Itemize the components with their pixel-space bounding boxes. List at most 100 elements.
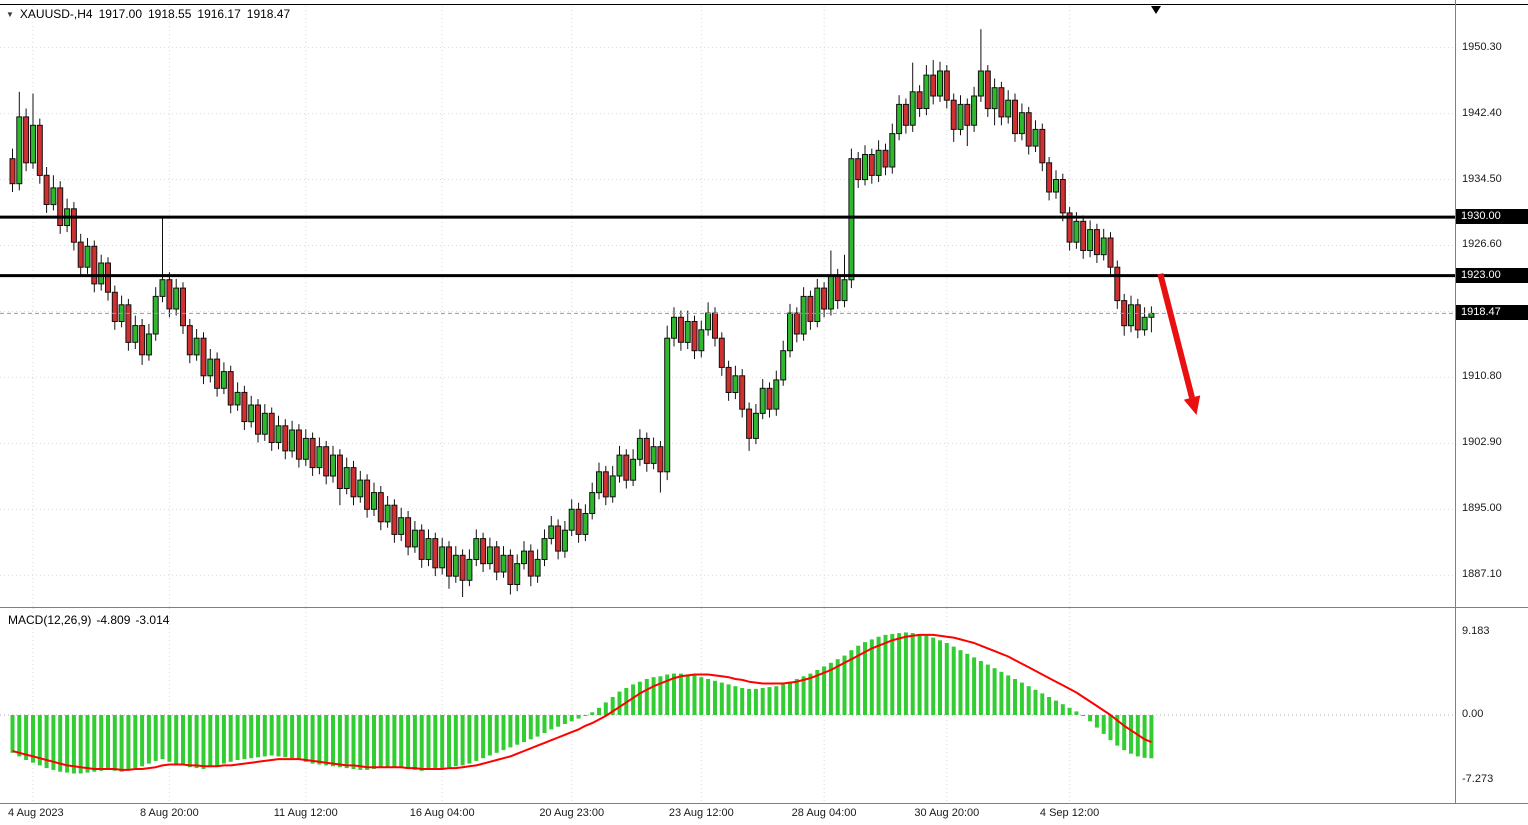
candle-body [596, 471, 602, 494]
macd-bar [208, 715, 213, 768]
time-axis[interactable]: 4 Aug 2023 8 Aug 20:00 11 Aug 12:00 16 Aug … [0, 807, 1455, 825]
candle-body [480, 538, 487, 565]
candle-body [507, 554, 514, 585]
panel-divider[interactable] [0, 607, 1528, 608]
price-axis[interactable]: 1950.30 1942.40 1934.50 1926.60 1910.80 1902.… [1456, 0, 1528, 825]
time-axis-label: 4 Aug 2023 [8, 807, 64, 819]
macd-bar [433, 715, 438, 769]
candle-body [411, 529, 418, 548]
macd-bar [337, 715, 342, 768]
chart-shift-icon[interactable] [1151, 6, 1161, 14]
macd-bar [119, 715, 124, 772]
macd-bar [1142, 715, 1147, 758]
candle-body [902, 103, 909, 126]
candle-body [643, 437, 650, 464]
candle-body [214, 358, 221, 389]
candle-body [868, 154, 875, 176]
macd-bar [515, 715, 520, 745]
candle-body [834, 275, 841, 302]
macd-bar [685, 674, 690, 715]
macd-axis-label: 9.183 [1462, 625, 1490, 638]
candle-body [1148, 312, 1155, 318]
macd-bar [828, 662, 833, 715]
macd-bar [876, 636, 881, 715]
candle-body [1080, 220, 1087, 252]
macd-bar [903, 632, 908, 715]
ohlc-header: ▼ XAUUSD-,H4 1917.00 1918.55 1916.17 191… [6, 7, 290, 21]
candle-body [527, 550, 534, 577]
candle-body [302, 437, 309, 460]
candle-body [807, 295, 814, 322]
candle-body [77, 241, 84, 268]
macd-bar [221, 715, 226, 764]
time-axis-label: 30 Aug 20:00 [914, 807, 980, 819]
macd-bar [774, 686, 779, 715]
macd-bar [508, 715, 513, 748]
candle-body [930, 74, 937, 97]
macd-bar [181, 715, 185, 766]
macd-bar [215, 715, 220, 766]
candle-body [548, 525, 555, 539]
candle-body [1012, 99, 1018, 135]
candle-body [364, 479, 371, 510]
candle-body [323, 446, 330, 477]
candle-body [1018, 112, 1025, 135]
macd-bar [637, 681, 642, 715]
macd-bar [931, 637, 936, 715]
macd-bar [256, 715, 260, 758]
candle-body [295, 429, 302, 460]
macd-bar [385, 715, 390, 768]
candle-body [991, 87, 998, 110]
symbol-timeframe: XAUUSD-,H4 [19, 7, 93, 21]
macd-indicator-chart[interactable] [0, 608, 1455, 803]
candle-body [575, 508, 582, 535]
candle-body [1053, 179, 1059, 193]
candle-body [357, 479, 364, 498]
candle-body [200, 337, 207, 377]
candle-body [923, 74, 930, 109]
macd-bar [726, 684, 731, 715]
macd-bar [815, 670, 820, 715]
candle-body [937, 70, 943, 97]
candle-body [105, 262, 111, 293]
candle-body [698, 329, 705, 352]
macd-bar [399, 715, 404, 769]
candle-body [862, 154, 868, 181]
macd-bar [556, 715, 561, 727]
candle-body [343, 467, 350, 490]
candle-body [418, 529, 425, 560]
candle-body [446, 546, 452, 577]
macd-bar [522, 715, 526, 742]
candle-body [57, 187, 64, 226]
macd-bar [447, 715, 451, 768]
candle-body [371, 492, 377, 510]
candle-body [514, 563, 521, 585]
macd-bar [460, 715, 465, 766]
candle-body [814, 287, 821, 323]
macd-name: MACD(12,26,9) [8, 613, 92, 627]
candle-body [848, 158, 855, 281]
candle-body [875, 149, 882, 176]
candle-body [725, 366, 732, 393]
chart-top-border [0, 4, 1528, 5]
macd-bar [1115, 715, 1120, 746]
candle-body [1039, 128, 1046, 164]
macd-bar [1081, 715, 1086, 716]
candle-body [23, 116, 30, 164]
macd-bar [917, 634, 922, 715]
low-value: 1916.17 [197, 7, 241, 21]
macd-bar [228, 715, 233, 762]
macd-bar [999, 671, 1004, 715]
price-axis-label: 1950.30 [1462, 40, 1502, 53]
macd-bar [1047, 697, 1052, 715]
macd-bar [767, 687, 772, 715]
macd-bar [167, 715, 172, 762]
down-arrow-annotation[interactable] [1157, 273, 1201, 415]
candle-body [964, 103, 971, 126]
candle-body [220, 371, 227, 389]
macd-bar [992, 668, 997, 715]
price-chart[interactable] [0, 0, 1455, 607]
macd-bar [201, 715, 206, 769]
candle-body [98, 262, 105, 285]
